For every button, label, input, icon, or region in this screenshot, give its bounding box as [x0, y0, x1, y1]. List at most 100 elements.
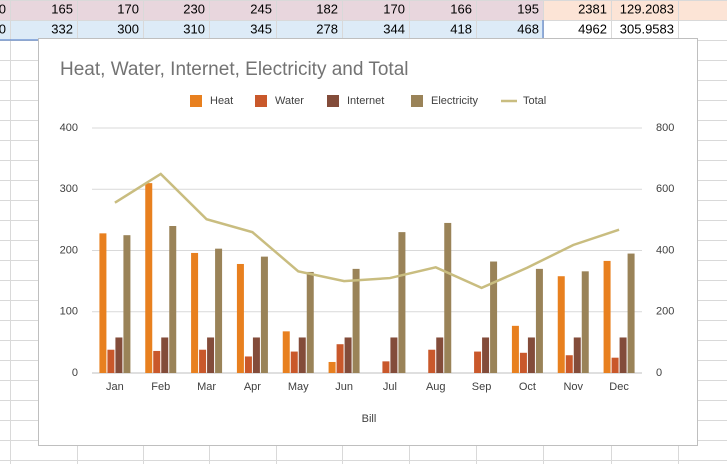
cell: 278 [316, 21, 338, 36]
cell: 170 [117, 1, 139, 16]
bar [115, 337, 123, 373]
bar [107, 349, 115, 373]
x-tick-label: Mar [197, 381, 216, 393]
x-tick-label: Aug [426, 381, 446, 393]
bar [336, 344, 344, 373]
cell: 165 [51, 1, 73, 16]
cell: 310 [183, 21, 205, 36]
cell: 0 [0, 1, 6, 16]
bar [490, 261, 498, 373]
row-fill [0, 0, 543, 20]
legend-swatch [327, 95, 339, 107]
cell: 2381 [578, 1, 607, 16]
line [114, 172, 620, 290]
y-tick-label: 300 [60, 183, 78, 195]
bar [511, 325, 519, 373]
legend-swatch [411, 95, 423, 107]
x-tick-label: Nov [563, 381, 583, 393]
bar [581, 271, 589, 373]
y2-tick-label: 800 [656, 122, 674, 134]
bar [290, 351, 298, 373]
bar [298, 337, 306, 373]
row-fill [0, 20, 543, 40]
x-tick-label: Jun [335, 381, 353, 393]
y2-tick-label: 600 [656, 183, 674, 195]
y-tick-label: 0 [72, 367, 78, 379]
bar [252, 337, 260, 373]
x-tick-label: Jan [106, 381, 124, 393]
bar [306, 271, 314, 373]
chart: Heat, Water, Internet, Electricity and T… [38, 38, 698, 446]
cell: 170 [383, 1, 405, 16]
legend-label: Internet [347, 95, 384, 107]
cell: 129.2083 [620, 1, 674, 16]
bar [444, 222, 452, 373]
bar [627, 253, 635, 373]
bar [282, 331, 290, 373]
legend-label: Water [275, 95, 304, 107]
bar [236, 263, 244, 373]
cell: 182 [316, 1, 338, 16]
y-tick-label: 100 [60, 306, 78, 318]
cell: 245 [250, 1, 272, 16]
bar [328, 361, 336, 373]
bar [398, 232, 406, 373]
legend-label: Heat [210, 95, 233, 107]
cell: 230 [183, 1, 205, 16]
x-tick-label: Dec [609, 381, 629, 393]
bar [527, 337, 535, 373]
cell: 4962 [578, 21, 607, 36]
cell: 195 [517, 1, 539, 16]
bar [191, 252, 199, 373]
bar [482, 337, 490, 373]
chart-title: Heat, Water, Internet, Electricity and T… [60, 59, 409, 80]
bar [519, 352, 527, 373]
legend-label: Total [523, 95, 546, 107]
cell: 332 [51, 21, 73, 36]
x-tick-label: Sep [472, 381, 492, 393]
y-tick-label: 200 [60, 244, 78, 256]
y2-tick-label: 400 [656, 244, 674, 256]
bar [344, 337, 352, 373]
cell: 345 [250, 21, 272, 36]
bar [123, 235, 131, 373]
legend-swatch [255, 95, 267, 107]
bar [161, 337, 169, 373]
bar [382, 361, 390, 373]
bar [565, 355, 573, 373]
bar [153, 350, 161, 373]
cell: 300 [117, 21, 139, 36]
bar [390, 337, 398, 373]
x-tick-label: Feb [151, 381, 170, 393]
x-tick-label: May [288, 381, 309, 393]
x-axis-label: Bill [362, 413, 377, 425]
bar [207, 337, 215, 373]
cell: 468 [517, 21, 539, 36]
bar [619, 337, 627, 373]
bar [215, 248, 223, 373]
bar [260, 256, 268, 373]
x-tick-label: Jul [383, 381, 397, 393]
y2-tick-label: 0 [656, 367, 662, 379]
cell: 344 [383, 21, 405, 36]
bar [474, 351, 482, 373]
cell: 305.9583 [620, 21, 674, 36]
bar [436, 337, 444, 373]
bar [573, 337, 581, 373]
bar [244, 356, 252, 373]
bar [352, 268, 360, 373]
y-tick-label: 400 [60, 122, 78, 134]
cell: 0 [0, 21, 6, 36]
row-fill [543, 0, 727, 20]
x-tick-label: Apr [244, 381, 261, 393]
legend-label: Electricity [431, 95, 479, 107]
cell: 166 [450, 1, 472, 16]
bar [99, 233, 107, 373]
bar [169, 226, 177, 373]
x-tick-label: Oct [519, 381, 536, 393]
bar [145, 183, 153, 373]
bar [535, 268, 543, 373]
cell: 418 [450, 21, 472, 36]
bar [428, 349, 436, 373]
